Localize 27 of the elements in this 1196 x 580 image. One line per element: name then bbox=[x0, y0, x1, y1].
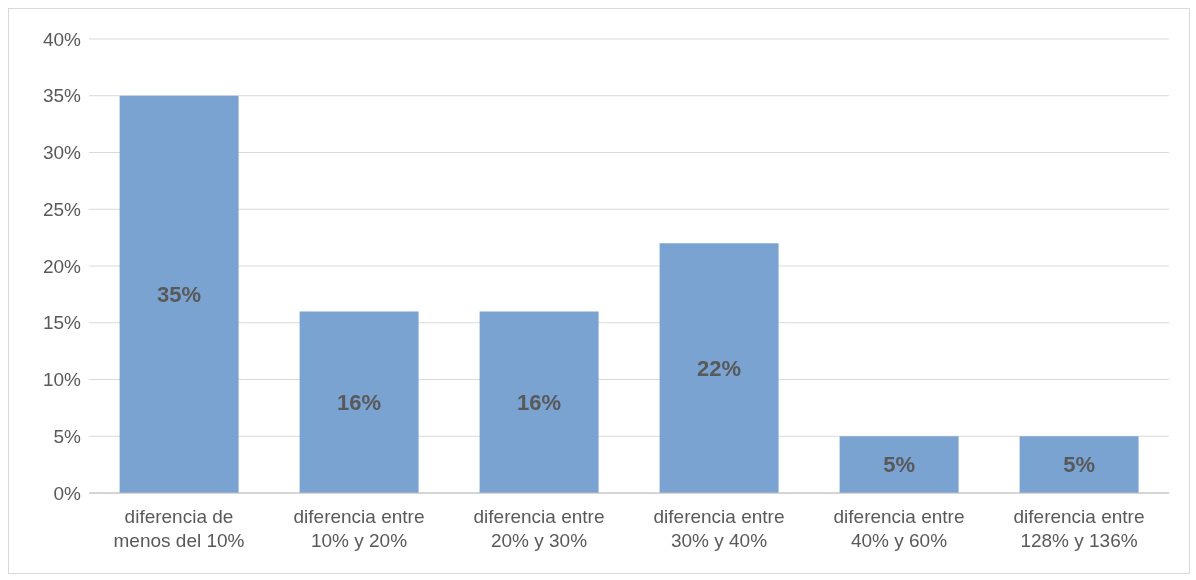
bar bbox=[119, 95, 239, 493]
data-label: 5% bbox=[1063, 452, 1095, 478]
data-label: 16% bbox=[337, 390, 382, 416]
y-tick-label: 10% bbox=[42, 369, 82, 391]
data-label: 16% bbox=[517, 390, 562, 416]
x-tick-label: diferencia entre 128% y 136% bbox=[1013, 506, 1145, 551]
y-tick-label: 5% bbox=[53, 425, 82, 447]
y-tick-label: 15% bbox=[42, 312, 82, 334]
y-tick-label: 0% bbox=[53, 482, 82, 504]
bar bbox=[299, 311, 419, 493]
x-tick-label: diferencia entre 20% y 30% bbox=[473, 506, 605, 551]
bar bbox=[659, 243, 779, 493]
y-tick-label: 35% bbox=[42, 85, 82, 107]
y-tick-label: 40% bbox=[42, 28, 82, 50]
data-label: 35% bbox=[157, 282, 202, 308]
x-tick-label: diferencia entre 10% y 20% bbox=[293, 506, 425, 551]
bar bbox=[839, 436, 959, 493]
x-tick-label: diferencia entre 40% y 60% bbox=[833, 506, 965, 551]
data-label: 22% bbox=[697, 355, 742, 381]
data-label: 5% bbox=[883, 452, 915, 478]
y-tick-label: 25% bbox=[42, 198, 82, 220]
x-tick-label: diferencia de menos del 10% bbox=[113, 506, 245, 551]
x-tick-label: diferencia entre 30% y 40% bbox=[653, 506, 785, 551]
bar bbox=[479, 311, 599, 493]
y-tick-label: 20% bbox=[42, 255, 82, 277]
bar bbox=[1019, 436, 1139, 493]
y-tick-label: 30% bbox=[42, 142, 82, 164]
